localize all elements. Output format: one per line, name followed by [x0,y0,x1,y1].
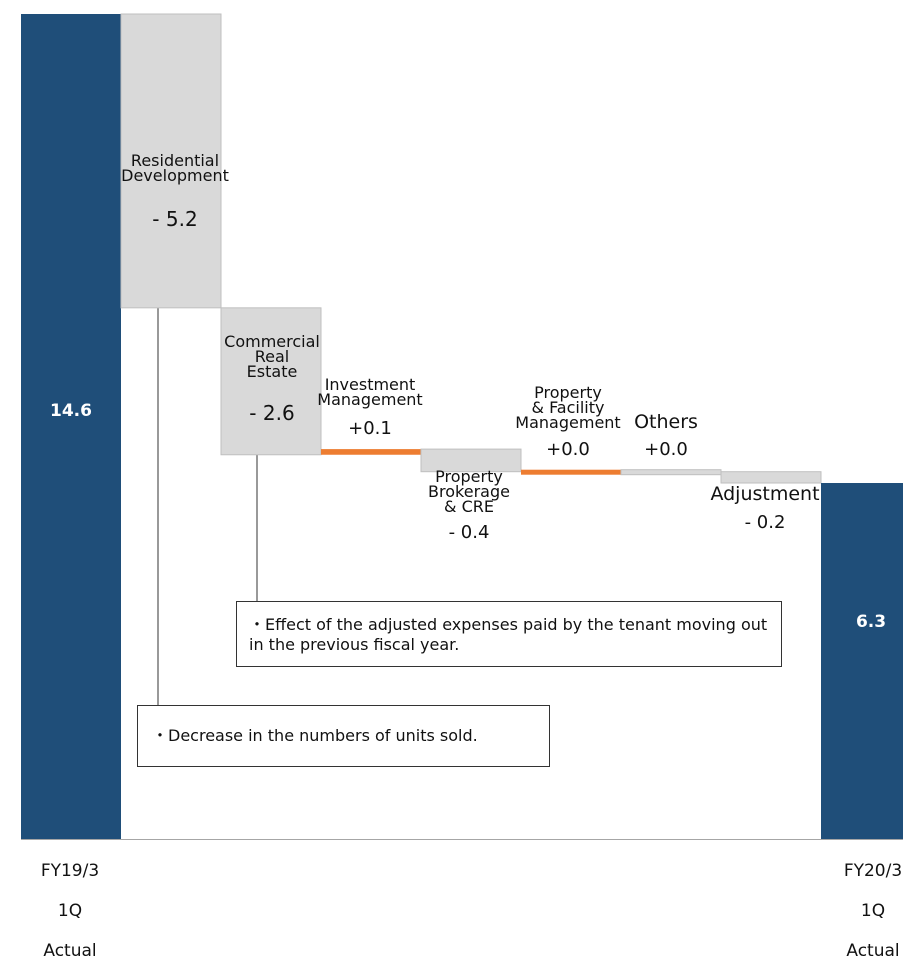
step-value-label: - 0.2 [745,512,786,533]
step-category-label: & Facility [532,398,605,417]
bar-end-value: 6.3 [856,612,886,632]
step-value-label: - 5.2 [152,207,197,231]
bar-step [521,469,621,475]
x-tick-label-start: FY19/3 [41,861,99,881]
x-tick-label-start: 1Q [58,901,82,921]
bar-start-value: 14.6 [50,401,92,421]
x-tick-label-end: Actual [846,941,899,961]
bar-step [420,448,522,473]
bar-step [220,307,322,456]
bar-start [21,14,121,839]
x-tick-label-end: 1Q [861,901,885,921]
chart-bars [21,13,903,840]
step-category-label: Management [515,413,620,432]
callout-residential-development: ・Decrease in the numbers of units sold. [137,705,550,767]
step-category-label: Investment [325,375,416,394]
bar-step [120,13,222,309]
step-value-label: +0.0 [644,439,688,460]
step-category-label: Residential [131,151,219,170]
step-category-label: Development [121,166,229,185]
bar-step [620,469,722,476]
step-value-label: - 0.4 [449,522,490,543]
step-value-label: +0.1 [348,418,392,439]
step-value-label: +0.0 [546,439,590,460]
bar-step [321,449,421,455]
step-category-label: Brokerage [428,482,510,501]
step-category-label: Estate [247,362,298,381]
x-tick-label-end: FY20/3 [844,861,902,881]
step-category-label: Commercial [224,332,320,351]
callout-connectors [157,297,258,705]
callout-commercial-real-estate: ・Effect of the adjusted expenses paid by… [236,601,782,667]
step-category-label: Adjustment [710,483,819,505]
step-category-label: Property [534,383,602,402]
step-category-label: Real [255,347,290,366]
step-category-label: Others [634,411,698,433]
x-tick-label-start: Actual [43,941,96,961]
bar-end [821,483,903,839]
bar-step [720,471,822,484]
step-category-label: & CRE [444,497,494,516]
step-category-label: Property [435,467,503,486]
step-value-label: - 2.6 [249,401,294,425]
step-category-label: Management [317,390,422,409]
